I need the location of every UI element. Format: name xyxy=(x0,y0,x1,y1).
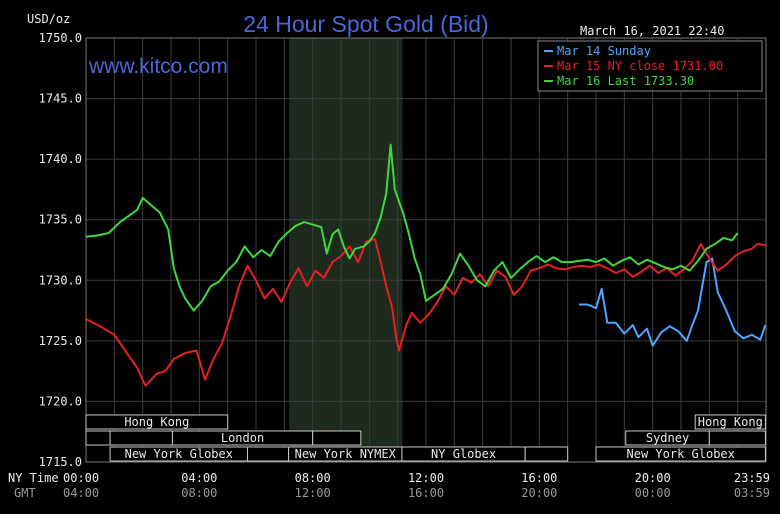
plot-area-border xyxy=(85,37,767,463)
ny-time-tick-label: 23:59 xyxy=(734,471,770,485)
session-box xyxy=(524,446,569,462)
session-box xyxy=(694,414,766,430)
series-line xyxy=(85,238,766,387)
y-axis-ticks: 1750.0 1745.0 1740.0 1735.0 1730.0 1725.0 1720… xyxy=(39,31,82,469)
session-label: NY Globex xyxy=(431,447,496,461)
series-line xyxy=(579,257,767,347)
session-box xyxy=(85,414,229,430)
chart-title: 24 Hour Spot Gold (Bid) xyxy=(243,11,488,37)
legend-box xyxy=(537,40,763,92)
gmt-tick-label: 20:00 xyxy=(521,486,557,500)
y-tick-label: 1750.0 xyxy=(39,31,82,45)
y-tick-label: 1715.0 xyxy=(39,455,82,469)
y-tick-label: 1735.0 xyxy=(39,213,82,227)
session-box xyxy=(595,446,766,462)
timestamp: March 16, 2021 22:40 xyxy=(580,24,725,38)
ny-time-tick-label: 00:00 xyxy=(63,471,99,485)
session-box xyxy=(109,430,173,446)
legend-label: Mar 15 NY close 1731.00 xyxy=(557,59,723,73)
price-series xyxy=(85,143,767,387)
gmt-tick-label: 03:59 xyxy=(734,486,770,500)
y-tick-label: 1740.0 xyxy=(39,152,82,166)
y-tick-label: 1730.0 xyxy=(39,273,82,287)
gmt-tick-label: 00:00 xyxy=(635,486,671,500)
session-box xyxy=(708,430,766,446)
ny-time-tick-label: 16:00 xyxy=(521,471,557,485)
x-axis-ticks: 00:0004:0004:0008:0008:0012:0012:0016:00… xyxy=(63,471,770,500)
y-tick-label: 1745.0 xyxy=(39,92,82,106)
session-label: New York NYMEX xyxy=(295,447,397,461)
series-line xyxy=(85,143,739,312)
ny-time-tick-label: 08:00 xyxy=(295,471,331,485)
gmt-tick-label: 08:00 xyxy=(181,486,217,500)
y-tick-label: 1720.0 xyxy=(39,394,82,408)
session-box xyxy=(312,430,362,446)
session-label: New York Globex xyxy=(627,447,735,461)
session-label: Sydney xyxy=(646,431,689,445)
gmt-tick-label: 16:00 xyxy=(408,486,444,500)
session-label: Hong Kong xyxy=(124,415,189,429)
gmt-axis-label: GMT xyxy=(14,486,36,500)
session-box xyxy=(85,430,111,446)
session-label: London xyxy=(221,431,264,445)
session-label: Hong Kong xyxy=(698,415,763,429)
gmt-tick-label: 04:00 xyxy=(63,486,99,500)
legend-label: Mar 16 Last 1733.30 xyxy=(557,74,694,88)
legend-label: Mar 14 Sunday xyxy=(557,44,651,58)
session-label: New York Globex xyxy=(125,447,233,461)
y-tick-label: 1725.0 xyxy=(39,334,82,348)
session-box xyxy=(247,446,290,462)
ny-time-tick-label: 20:00 xyxy=(635,471,671,485)
gmt-tick-label: 12:00 xyxy=(295,486,331,500)
ny-time-tick-label: 04:00 xyxy=(181,471,217,485)
ny-time-axis-label: NY Time xyxy=(8,471,59,485)
units-label: USD/oz xyxy=(27,12,70,26)
market-sessions: Hong Kong London New York Globex New York N… xyxy=(85,414,766,462)
brand-watermark: www.kitco.com xyxy=(88,55,228,78)
ny-time-tick-label: 12:00 xyxy=(408,471,444,485)
